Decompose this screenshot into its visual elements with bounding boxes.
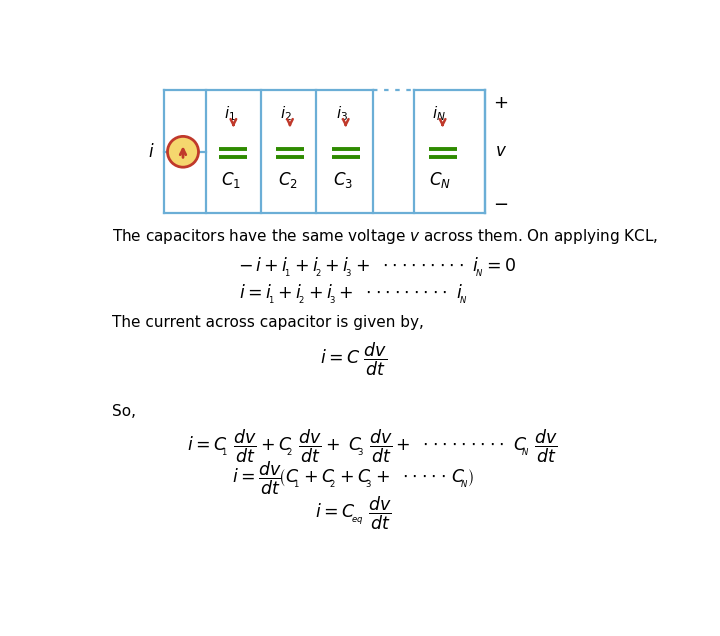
Text: $-$: $-$ — [493, 195, 508, 212]
Text: $i = \dfrac{dv}{dt}\!\left(C_{\!\!_1} + C_{\!\!_2} + C_{\!\!_3} +\ \cdot\!\cdot\: $i = \dfrac{dv}{dt}\!\left(C_{\!\!_1} + … — [233, 460, 474, 497]
Text: $i_N$: $i_N$ — [432, 104, 446, 123]
Text: $i$: $i$ — [148, 142, 154, 161]
Text: $i = C_{\!\!_1}\ \dfrac{dv}{dt} + C_{\!\!_2}\ \dfrac{dv}{dt} +\ C_{\!\!_3}\ \dfr: $i = C_{\!\!_1}\ \dfrac{dv}{dt} + C_{\!\… — [187, 427, 558, 465]
Text: So,: So, — [112, 404, 135, 418]
Text: $i_1$: $i_1$ — [223, 104, 235, 123]
Text: $C_N$: $C_N$ — [429, 170, 451, 190]
Text: $i_3$: $i_3$ — [336, 104, 348, 123]
Text: $C_3$: $C_3$ — [333, 170, 354, 190]
Text: $i = i_{\!_1} + i_{\!_2} + i_{\!_3} +\ \cdot\!\cdot\!\cdot\!\cdot\!\cdot\!\cdot\: $i = i_{\!_1} + i_{\!_2} + i_{\!_3} +\ \… — [239, 282, 468, 306]
Text: $v$: $v$ — [495, 142, 508, 160]
Text: $C_1$: $C_1$ — [221, 170, 241, 190]
Text: $i = C\ \dfrac{dv}{dt}$: $i = C\ \dfrac{dv}{dt}$ — [320, 341, 387, 378]
Text: $i = C_{\!_{eq}}\ \dfrac{dv}{dt}$: $i = C_{\!_{eq}}\ \dfrac{dv}{dt}$ — [315, 495, 392, 532]
Text: +: + — [493, 94, 508, 113]
Text: The current across capacitor is given by,: The current across capacitor is given by… — [112, 315, 423, 330]
Circle shape — [168, 136, 199, 167]
Text: $-\,i + i_{\!_1} + i_{\!_2} + i_{\!_3} +\ \cdot\!\cdot\!\cdot\!\cdot\!\cdot\!\cd: $-\,i + i_{\!_1} + i_{\!_2} + i_{\!_3} +… — [238, 256, 516, 279]
Text: $i_2$: $i_2$ — [280, 104, 292, 123]
Text: The capacitors have the same voltage $v$ across them. On applying KCL,: The capacitors have the same voltage $v$… — [112, 227, 658, 246]
Text: $C_2$: $C_2$ — [278, 170, 297, 190]
